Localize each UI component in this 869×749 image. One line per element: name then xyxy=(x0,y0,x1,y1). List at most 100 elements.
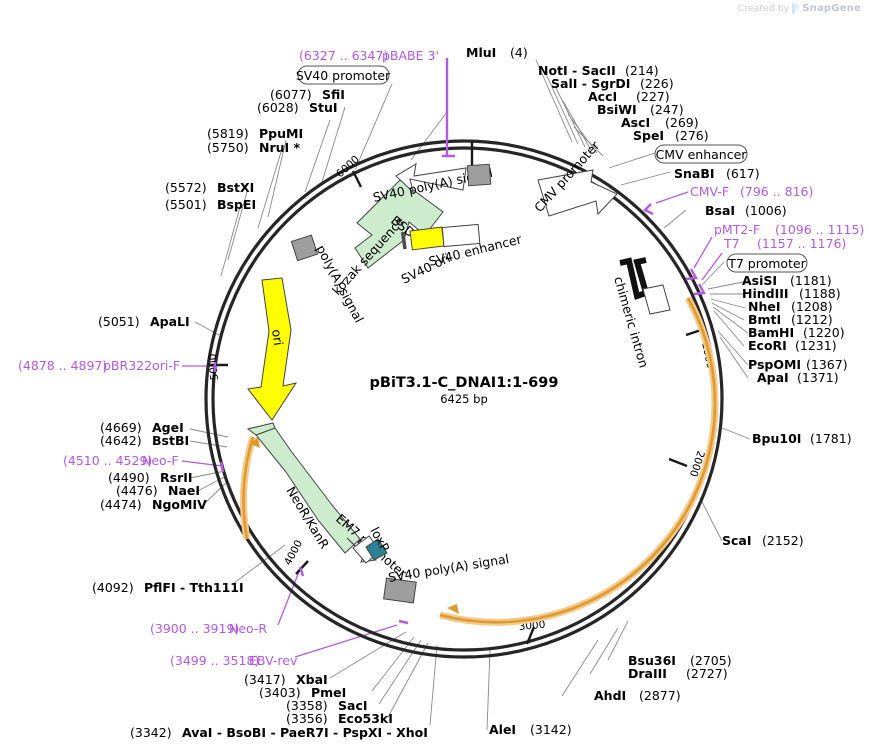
label-ngomiv-pos: (4474) xyxy=(100,497,142,512)
label-naei-pos: (4476) xyxy=(116,483,158,498)
label-ecori-name: EcoRI xyxy=(748,338,787,353)
label-neo-r: (3900 .. 3919)Neo-R xyxy=(150,621,267,636)
label-agei-name: AgeI xyxy=(152,420,184,435)
label-apali: (5051) ApaLI xyxy=(98,314,190,329)
label-pmei-name: PmeI xyxy=(311,685,346,700)
label-bstxi: (5572) BstXI xyxy=(165,180,254,195)
label-ahdi-name: AhdI xyxy=(594,688,626,703)
label-ahdi: AhdI (2877) xyxy=(594,688,681,703)
feature-gray-block-top xyxy=(466,163,492,187)
label-asci: AscI (269) xyxy=(621,115,699,130)
label-ahdi-pos: (2877) xyxy=(639,688,681,703)
label-hindiii: HindIII (1188) xyxy=(742,286,841,301)
label-neo-f-name: Neo-F xyxy=(142,453,179,468)
label-hindiii-name: HindIII xyxy=(742,286,789,301)
label-asisi-name: AsiSI xyxy=(742,273,777,288)
label-nrui-name: NruI * xyxy=(259,140,301,155)
label-pmt2-f-pos: (1096 .. 1115) xyxy=(775,222,864,237)
label-pbabe3-name: pBABE 3' xyxy=(382,48,439,63)
label-bsai: BsaI (1006) xyxy=(705,203,787,218)
label-scai: ScaI (2152) xyxy=(722,533,804,548)
label-nhei-name: NheI xyxy=(748,299,781,314)
label-bspei-name: BspEI xyxy=(217,197,256,212)
label-nrui: (5750) NruI * xyxy=(207,140,301,155)
label-snabi-name: SnaBI xyxy=(674,166,715,181)
label-rsrii-pos: (4490) xyxy=(108,470,150,485)
label-cmv-enhancer-box[interactable]: CMV enhancer xyxy=(654,144,748,164)
feature-chimeric-intron: chimeric intron xyxy=(611,257,671,370)
label-mlui-name: MluI xyxy=(466,45,496,60)
label-neo-r-pos: (3900 .. 3919) xyxy=(150,621,239,636)
label-rsrii: (4490) RsrII xyxy=(108,470,193,485)
label-t7-promoter-text: T7 promoter xyxy=(727,256,806,271)
label-ngomiv-name: NgoMIV xyxy=(152,497,207,512)
label-alei: AleI (3142) xyxy=(489,722,572,737)
label-mlui: MluI (4) xyxy=(466,45,528,60)
label-nhei-pos: (1208) xyxy=(791,299,833,314)
plasmid-size: 6425 bp xyxy=(440,392,488,406)
label-asci-name: AscI xyxy=(621,115,650,130)
label-neo-f: (4510 .. 4529)Neo-F xyxy=(63,453,179,468)
label-scai-pos: (2152) xyxy=(762,533,804,548)
label-pmei: (3403) PmeI xyxy=(259,685,346,700)
label-bamhi: BamHI (1220) xyxy=(748,325,845,340)
label-alei-pos: (3142) xyxy=(530,722,572,737)
label-ppumi-name: PpuMI xyxy=(259,126,303,141)
label-t7-primer: T7 (1157 .. 1176) xyxy=(723,236,846,251)
label-ecori-pos: (1231) xyxy=(795,338,837,353)
label-avai-pos: (3342) xyxy=(130,725,172,740)
label-pbr322ori-f-name: pBR322ori-F xyxy=(103,358,180,373)
feature-ori: ori xyxy=(247,277,298,421)
label-acci-name: AccI xyxy=(588,89,617,104)
label-neo-r-name: Neo-R xyxy=(229,621,267,636)
label-eco53ki-pos: (3356) xyxy=(286,711,328,726)
label-bsu36i: Bsu36I (2705) xyxy=(628,653,732,668)
label-bstxi-name: BstXI xyxy=(217,180,254,195)
label-ebv-rev-name: EBV-rev xyxy=(249,653,298,668)
label-stui-pos: (6028) xyxy=(257,100,299,115)
labels-right: MluI (4) NotI - SacII (214) SalI - SgrDI (2… xyxy=(466,45,864,737)
feature-cmv-promoter: CMV promoter xyxy=(531,137,618,217)
label-t7-promoter-box[interactable]: T7 promoter xyxy=(726,253,808,273)
label-bsiwi: BsiWI (247) xyxy=(597,102,684,117)
label-acci-pos: (227) xyxy=(636,89,670,104)
label-apai: ApaI (1371) xyxy=(757,370,839,385)
label-asisi-pos: (1181) xyxy=(790,273,832,288)
label-pspomi-pos: (1367) xyxy=(806,357,848,372)
label-ppumi-pos: (5819) xyxy=(207,126,249,141)
label-pflfi-pos: (4092) xyxy=(92,580,134,595)
label-sv40-promoter-box[interactable]: SV40 promoter xyxy=(296,65,391,85)
label-rsrii-name: RsrII xyxy=(160,470,193,485)
watermark-brand: SnapGene xyxy=(802,3,861,14)
label-bstbi-pos: (4642) xyxy=(100,433,142,448)
label-bpu10i-pos: (1781) xyxy=(810,431,852,446)
label-sv40-promoter-text: SV40 promoter xyxy=(296,68,391,83)
label-pbabe3-pos: (6327 .. 6347) xyxy=(299,48,388,63)
label-apali-pos: (5051) xyxy=(98,314,140,329)
label-draiii-name: DraIII xyxy=(628,666,667,681)
label-bsiwi-name: BsiWI xyxy=(597,102,637,117)
label-bmti: BmtI (1212) xyxy=(748,312,833,327)
label-pspomi-name: PspOMI xyxy=(748,357,801,372)
label-alei-name: AleI xyxy=(489,722,516,737)
label-ecori: EcoRI (1231) xyxy=(748,338,837,353)
label-pbabe3: (6327 .. 6347) pBABE 3' xyxy=(299,48,439,63)
label-pbr322ori-f-pos: (4878 .. 4897) xyxy=(18,358,107,373)
label-bmti-pos: (1212) xyxy=(791,312,833,327)
label-sfii: (6077) SfiI xyxy=(270,87,345,102)
label-asci-pos: (269) xyxy=(665,115,699,130)
label-ebv-rev: (3499 .. 3518)EBV-rev xyxy=(170,653,298,668)
label-saci-name: SacI xyxy=(338,698,368,713)
label-bamhi-pos: (1220) xyxy=(803,325,845,340)
label-pmt2-f-name: pMT2-F xyxy=(714,222,760,237)
label-ngomiv: (4474) NgoMIV xyxy=(100,497,207,512)
label-bamhi-name: BamHI xyxy=(748,325,794,340)
label-bsai-pos: (1006) xyxy=(745,203,787,218)
label-noti-pos: (214) xyxy=(625,63,659,78)
label-xbai: (3417) XbaI xyxy=(244,672,328,687)
label-pflfi-name: PflFI - Tth111I xyxy=(144,580,244,595)
label-noti-name: NotI - SacII xyxy=(538,63,616,78)
label-eco53ki: (3356) Eco53kI xyxy=(286,711,393,726)
label-bstbi-name: BstBI xyxy=(152,433,189,448)
